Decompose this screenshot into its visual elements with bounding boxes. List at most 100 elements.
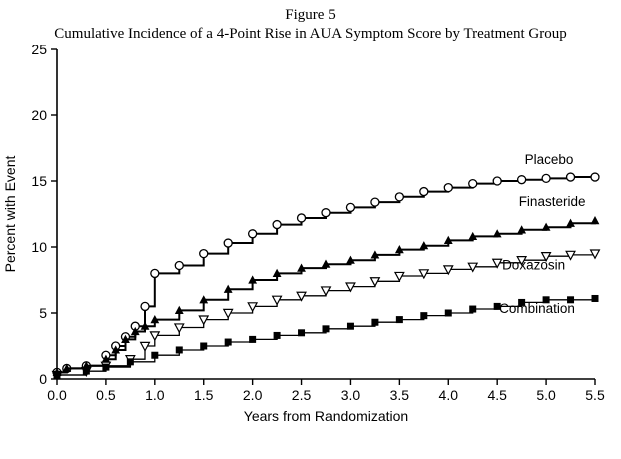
triangle-up-marker [419, 240, 429, 249]
triangle-up-marker [130, 326, 140, 335]
x-tick-label: 1.5 [194, 387, 214, 403]
square-marker [395, 315, 403, 323]
triangle-up-marker [121, 334, 130, 343]
triangle-down-marker [467, 262, 479, 273]
figure-title: Cumulative Incidence of a 4-Point Rise i… [54, 26, 567, 42]
circle-marker [247, 228, 258, 238]
square-marker [346, 322, 354, 330]
x-tick-label: 5.5 [585, 387, 605, 403]
triangle-up-marker [272, 268, 282, 277]
triangle-down-marker [296, 291, 307, 302]
x-tick-label: 5.0 [536, 387, 556, 403]
circle-marker [272, 219, 282, 229]
triangle-up-marker [394, 244, 404, 253]
series-label-combination: Combination [499, 301, 575, 316]
triangle-down-marker [540, 251, 552, 262]
triangle-down-marker [589, 248, 601, 259]
triangle-up-marker [248, 274, 258, 284]
triangle-down-marker [222, 308, 234, 319]
x-tick-label: 2.0 [243, 387, 263, 403]
triangle-up-marker [223, 284, 233, 293]
axes: 0 5 10 15 20 25 0.0 0.5 1.0 1.5 2.0 2.5 3.0 3.5 4.0 4.5… [2, 45, 605, 424]
triangle-down-marker [320, 285, 332, 296]
square-marker [518, 298, 526, 306]
triangle-down-marker [565, 250, 576, 261]
square-marker [444, 309, 452, 316]
square-marker [298, 328, 306, 336]
series-combination: Combination [53, 294, 599, 379]
triangle-up-marker [590, 215, 600, 224]
triangle-up-marker [370, 249, 380, 259]
triangle-up-marker [174, 305, 184, 314]
square-marker [175, 345, 183, 353]
circle-marker [150, 268, 160, 278]
series-placebo: Placebo [52, 151, 600, 377]
triangle-up-marker [346, 255, 355, 264]
y-axis-title: Percent with Event [2, 155, 18, 272]
triangle-down-marker [442, 264, 454, 275]
y-tick-label: 25 [31, 45, 47, 57]
triangle-up-marker [541, 222, 551, 231]
triangle-down-marker [173, 322, 185, 333]
circle-marker [394, 191, 405, 201]
circle-marker [199, 248, 209, 258]
triangle-up-marker [566, 218, 575, 227]
circle-marker [419, 186, 429, 196]
circle-marker [443, 182, 453, 192]
triangle-down-marker [418, 268, 430, 279]
triangle-down-marker [516, 255, 528, 266]
figure-title-block: Figure 5 Cumulative Incidence of a 4-Poi… [0, 0, 621, 45]
square-marker [249, 335, 257, 343]
triangle-down-marker [149, 330, 161, 341]
triangle-up-marker [150, 314, 160, 323]
y-tick-label: 5 [39, 305, 47, 321]
circle-marker [590, 171, 600, 182]
square-marker [82, 367, 90, 375]
square-marker [371, 318, 379, 326]
series-line-finasteride [57, 220, 596, 373]
square-marker [200, 342, 208, 349]
y-tick-label: 20 [31, 107, 47, 123]
circle-marker [140, 301, 150, 311]
triangle-down-marker [271, 295, 283, 306]
square-marker [567, 295, 575, 303]
triangle-down-marker [491, 258, 503, 269]
circle-marker [345, 202, 356, 212]
triangle-up-marker [101, 354, 111, 363]
square-marker [591, 294, 599, 302]
triangle-up-marker [62, 363, 72, 372]
x-tick-label: 3.0 [341, 387, 361, 403]
triangle-down-marker [139, 341, 151, 352]
triangle-up-marker [492, 228, 502, 237]
y-tick-label: 15 [31, 173, 47, 189]
square-marker [53, 371, 61, 379]
triangle-up-marker [443, 235, 453, 244]
triangle-up-marker [468, 231, 478, 240]
square-marker [224, 338, 232, 346]
series-label-doxazosin: Doxazosin [502, 257, 565, 272]
circle-marker [223, 237, 233, 248]
triangle-up-marker [199, 294, 209, 303]
triangle-down-marker [369, 276, 381, 287]
y-tick-label: 0 [39, 371, 47, 387]
triangle-up-marker [321, 259, 331, 268]
circle-marker [541, 173, 551, 183]
x-tick-label: 0.0 [47, 387, 67, 403]
chart-plot-area: 0 5 10 15 20 25 0.0 0.5 1.0 1.5 2.0 2.5 3.0 3.5 4.0 4.5… [2, 45, 605, 424]
square-marker [273, 331, 281, 339]
circle-marker [468, 178, 478, 188]
x-tick-label: 0.5 [96, 387, 116, 403]
square-marker [322, 324, 330, 332]
circle-marker [174, 260, 184, 270]
square-marker [493, 302, 501, 310]
triangle-up-marker [297, 263, 306, 272]
triangle-up-marker [517, 224, 527, 233]
circle-marker [492, 175, 502, 186]
x-tick-label: 4.5 [487, 387, 507, 403]
triangle-down-marker [247, 301, 259, 312]
square-marker [102, 363, 110, 371]
x-tick-label: 4.0 [439, 387, 459, 403]
x-tick-label: 3.5 [390, 387, 410, 403]
circle-marker [565, 171, 576, 182]
circle-marker [321, 207, 331, 217]
